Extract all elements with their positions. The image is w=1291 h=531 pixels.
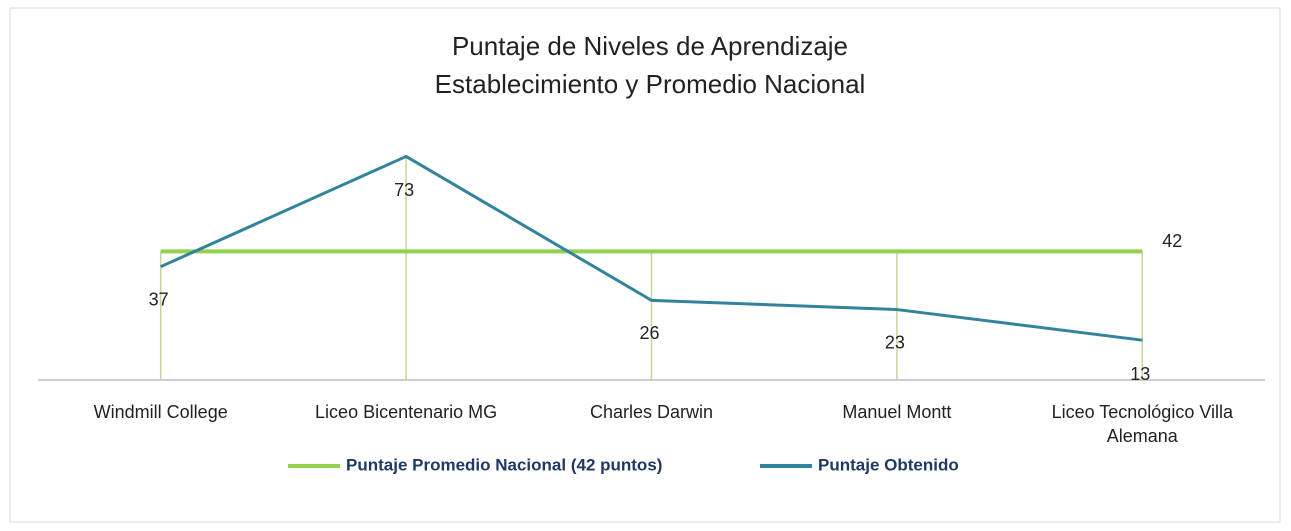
data-label: 23 <box>885 332 905 352</box>
data-label: 13 <box>1130 364 1150 384</box>
data-label: 37 <box>149 289 169 309</box>
data-label: 42 <box>1162 231 1182 251</box>
x-tick-label: Charles Darwin <box>590 402 713 422</box>
x-tick-label: Windmill College <box>94 402 228 422</box>
series-line <box>160 154 1143 342</box>
legend-label: Puntaje Promedio Nacional (42 puntos) <box>346 455 662 474</box>
x-tick-label: Liceo Bicentenario MG <box>315 402 497 422</box>
data-label: 73 <box>394 180 414 200</box>
legend-label: Puntaje Obtenido <box>818 455 959 474</box>
data-label: 26 <box>639 323 659 343</box>
chart-title: Puntaje de Niveles de Aprendizaje <box>452 31 848 61</box>
chart-frame <box>9 7 1281 523</box>
x-tick-label: Manuel Montt <box>842 402 951 422</box>
x-tick-label: Liceo Tecnológico Villa Alemana <box>1052 402 1234 446</box>
chart-title: Establecimiento y Promedio Nacional <box>435 69 866 99</box>
